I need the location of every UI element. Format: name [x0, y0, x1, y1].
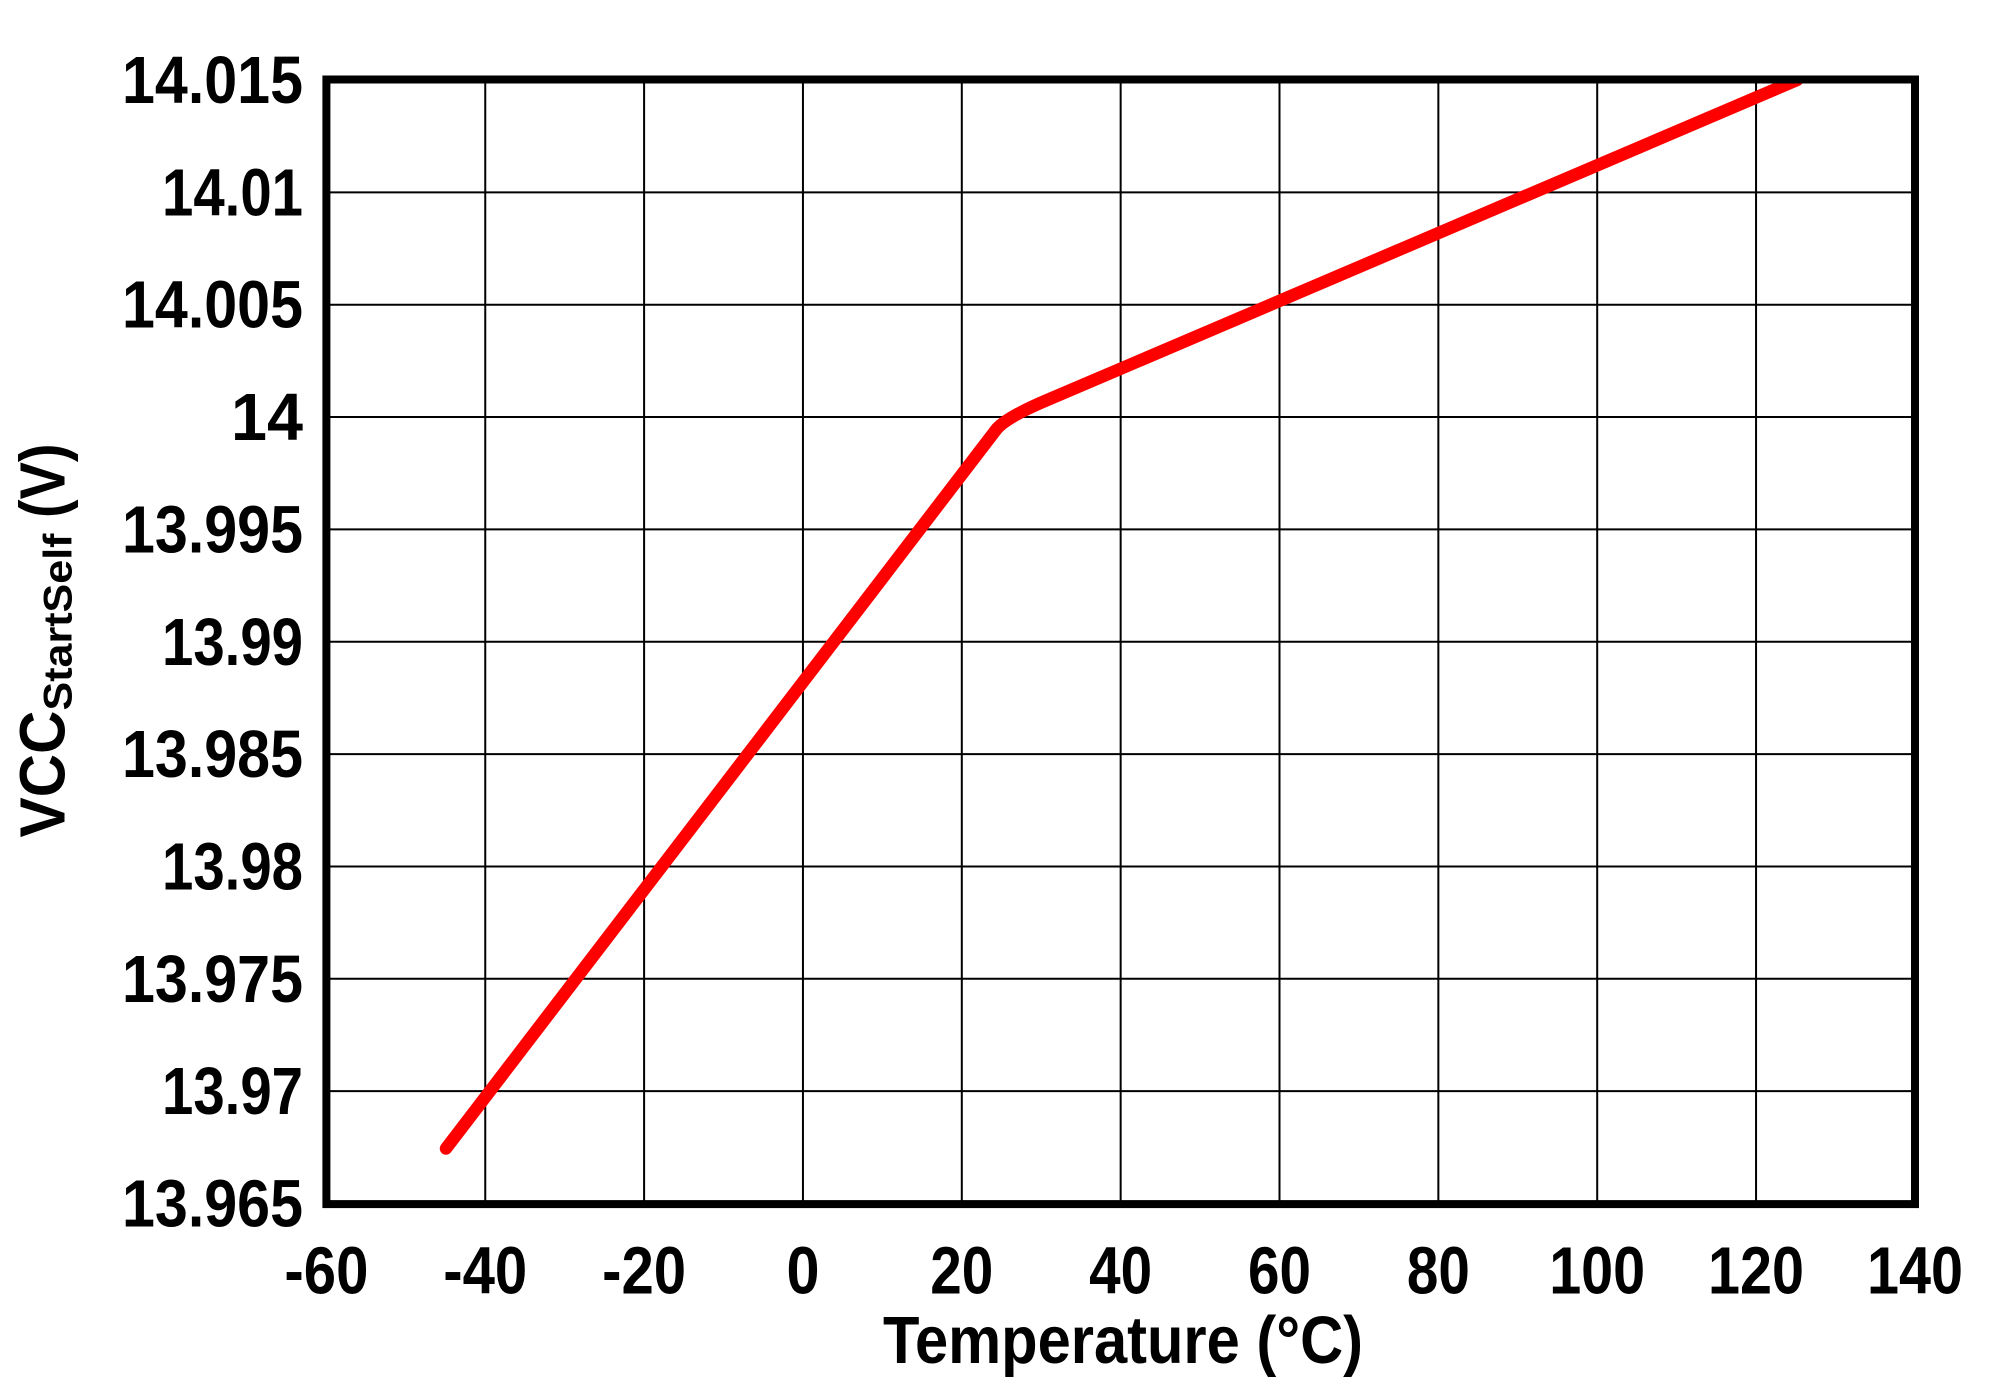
svg-text:80: 80	[1407, 1234, 1470, 1309]
svg-text:13.995: 13.995	[122, 492, 303, 567]
svg-text:100: 100	[1549, 1234, 1645, 1309]
svg-text:0: 0	[786, 1234, 819, 1309]
svg-text:Temperature (°C): Temperature (°C)	[883, 1303, 1363, 1378]
svg-text:40: 40	[1089, 1234, 1152, 1309]
svg-text:120: 120	[1708, 1234, 1804, 1309]
svg-text:-60: -60	[284, 1234, 368, 1309]
svg-text:13.965: 13.965	[122, 1167, 303, 1242]
svg-text:14.015: 14.015	[122, 43, 303, 118]
svg-text:13.97: 13.97	[162, 1054, 303, 1129]
svg-text:13.99: 13.99	[162, 605, 303, 680]
svg-text:VCCStartSelf (V): VCCStartSelf (V)	[7, 444, 81, 838]
svg-text:14: 14	[231, 380, 303, 455]
svg-text:140: 140	[1867, 1234, 1963, 1309]
svg-text:14.005: 14.005	[122, 268, 303, 343]
svg-text:14.01: 14.01	[162, 155, 303, 230]
svg-text:60: 60	[1248, 1234, 1311, 1309]
svg-text:13.98: 13.98	[162, 830, 303, 905]
svg-text:20: 20	[930, 1234, 993, 1309]
svg-text:13.975: 13.975	[122, 942, 303, 1017]
svg-text:13.985: 13.985	[122, 717, 303, 792]
svg-text:-20: -20	[602, 1234, 686, 1309]
svg-text:-40: -40	[443, 1234, 527, 1309]
